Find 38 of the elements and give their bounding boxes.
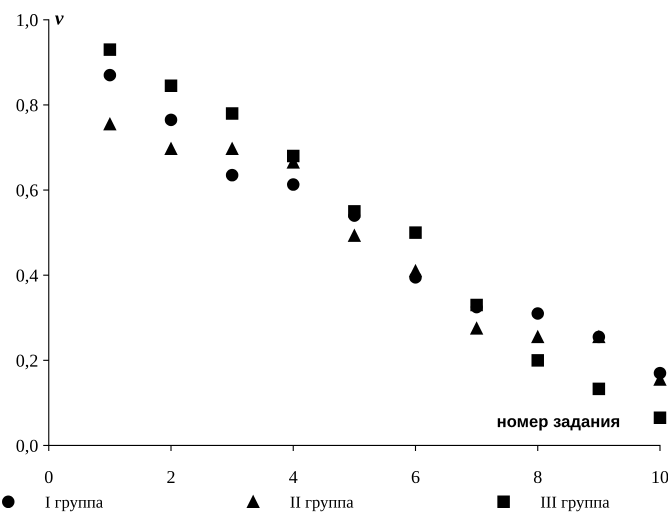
point <box>164 80 178 92</box>
x-tick-label: 2 <box>167 471 175 483</box>
legend-label: III группа <box>540 496 610 512</box>
point <box>531 330 544 344</box>
x-tick-label: 10 <box>652 470 668 484</box>
x-axis-title: номер задания <box>498 418 620 431</box>
y-axis-title: v <box>55 16 64 25</box>
point <box>164 114 178 126</box>
point <box>592 330 606 344</box>
x-tick-label: 8 <box>534 470 542 484</box>
point <box>654 412 666 424</box>
point <box>287 178 300 191</box>
x-tick-label: 4 <box>289 471 298 483</box>
point <box>164 142 178 156</box>
point <box>226 142 238 156</box>
legend-label: I группа <box>46 496 103 512</box>
y-tick-label: 0,6 <box>16 184 38 200</box>
point <box>348 229 361 242</box>
x-tick-label: 0 <box>44 470 53 484</box>
point <box>592 382 606 396</box>
point <box>226 107 238 120</box>
point <box>104 68 116 82</box>
point <box>409 226 422 239</box>
y-tick-label: 0,0 <box>16 440 38 454</box>
legend-label: II группа <box>290 496 354 512</box>
point <box>104 43 116 56</box>
y-tick-label: 0,4 <box>16 269 38 284</box>
point <box>104 118 116 130</box>
point <box>226 168 238 182</box>
point <box>531 354 544 367</box>
point <box>470 322 483 335</box>
y-tick-label: 1,0 <box>17 14 38 29</box>
point <box>654 366 666 380</box>
point <box>531 307 544 320</box>
y-tick-label: 0,8 <box>16 99 38 114</box>
x-tick-label: 6 <box>412 471 420 484</box>
y-tick-label: 0,2 <box>16 354 38 370</box>
point <box>409 271 422 284</box>
